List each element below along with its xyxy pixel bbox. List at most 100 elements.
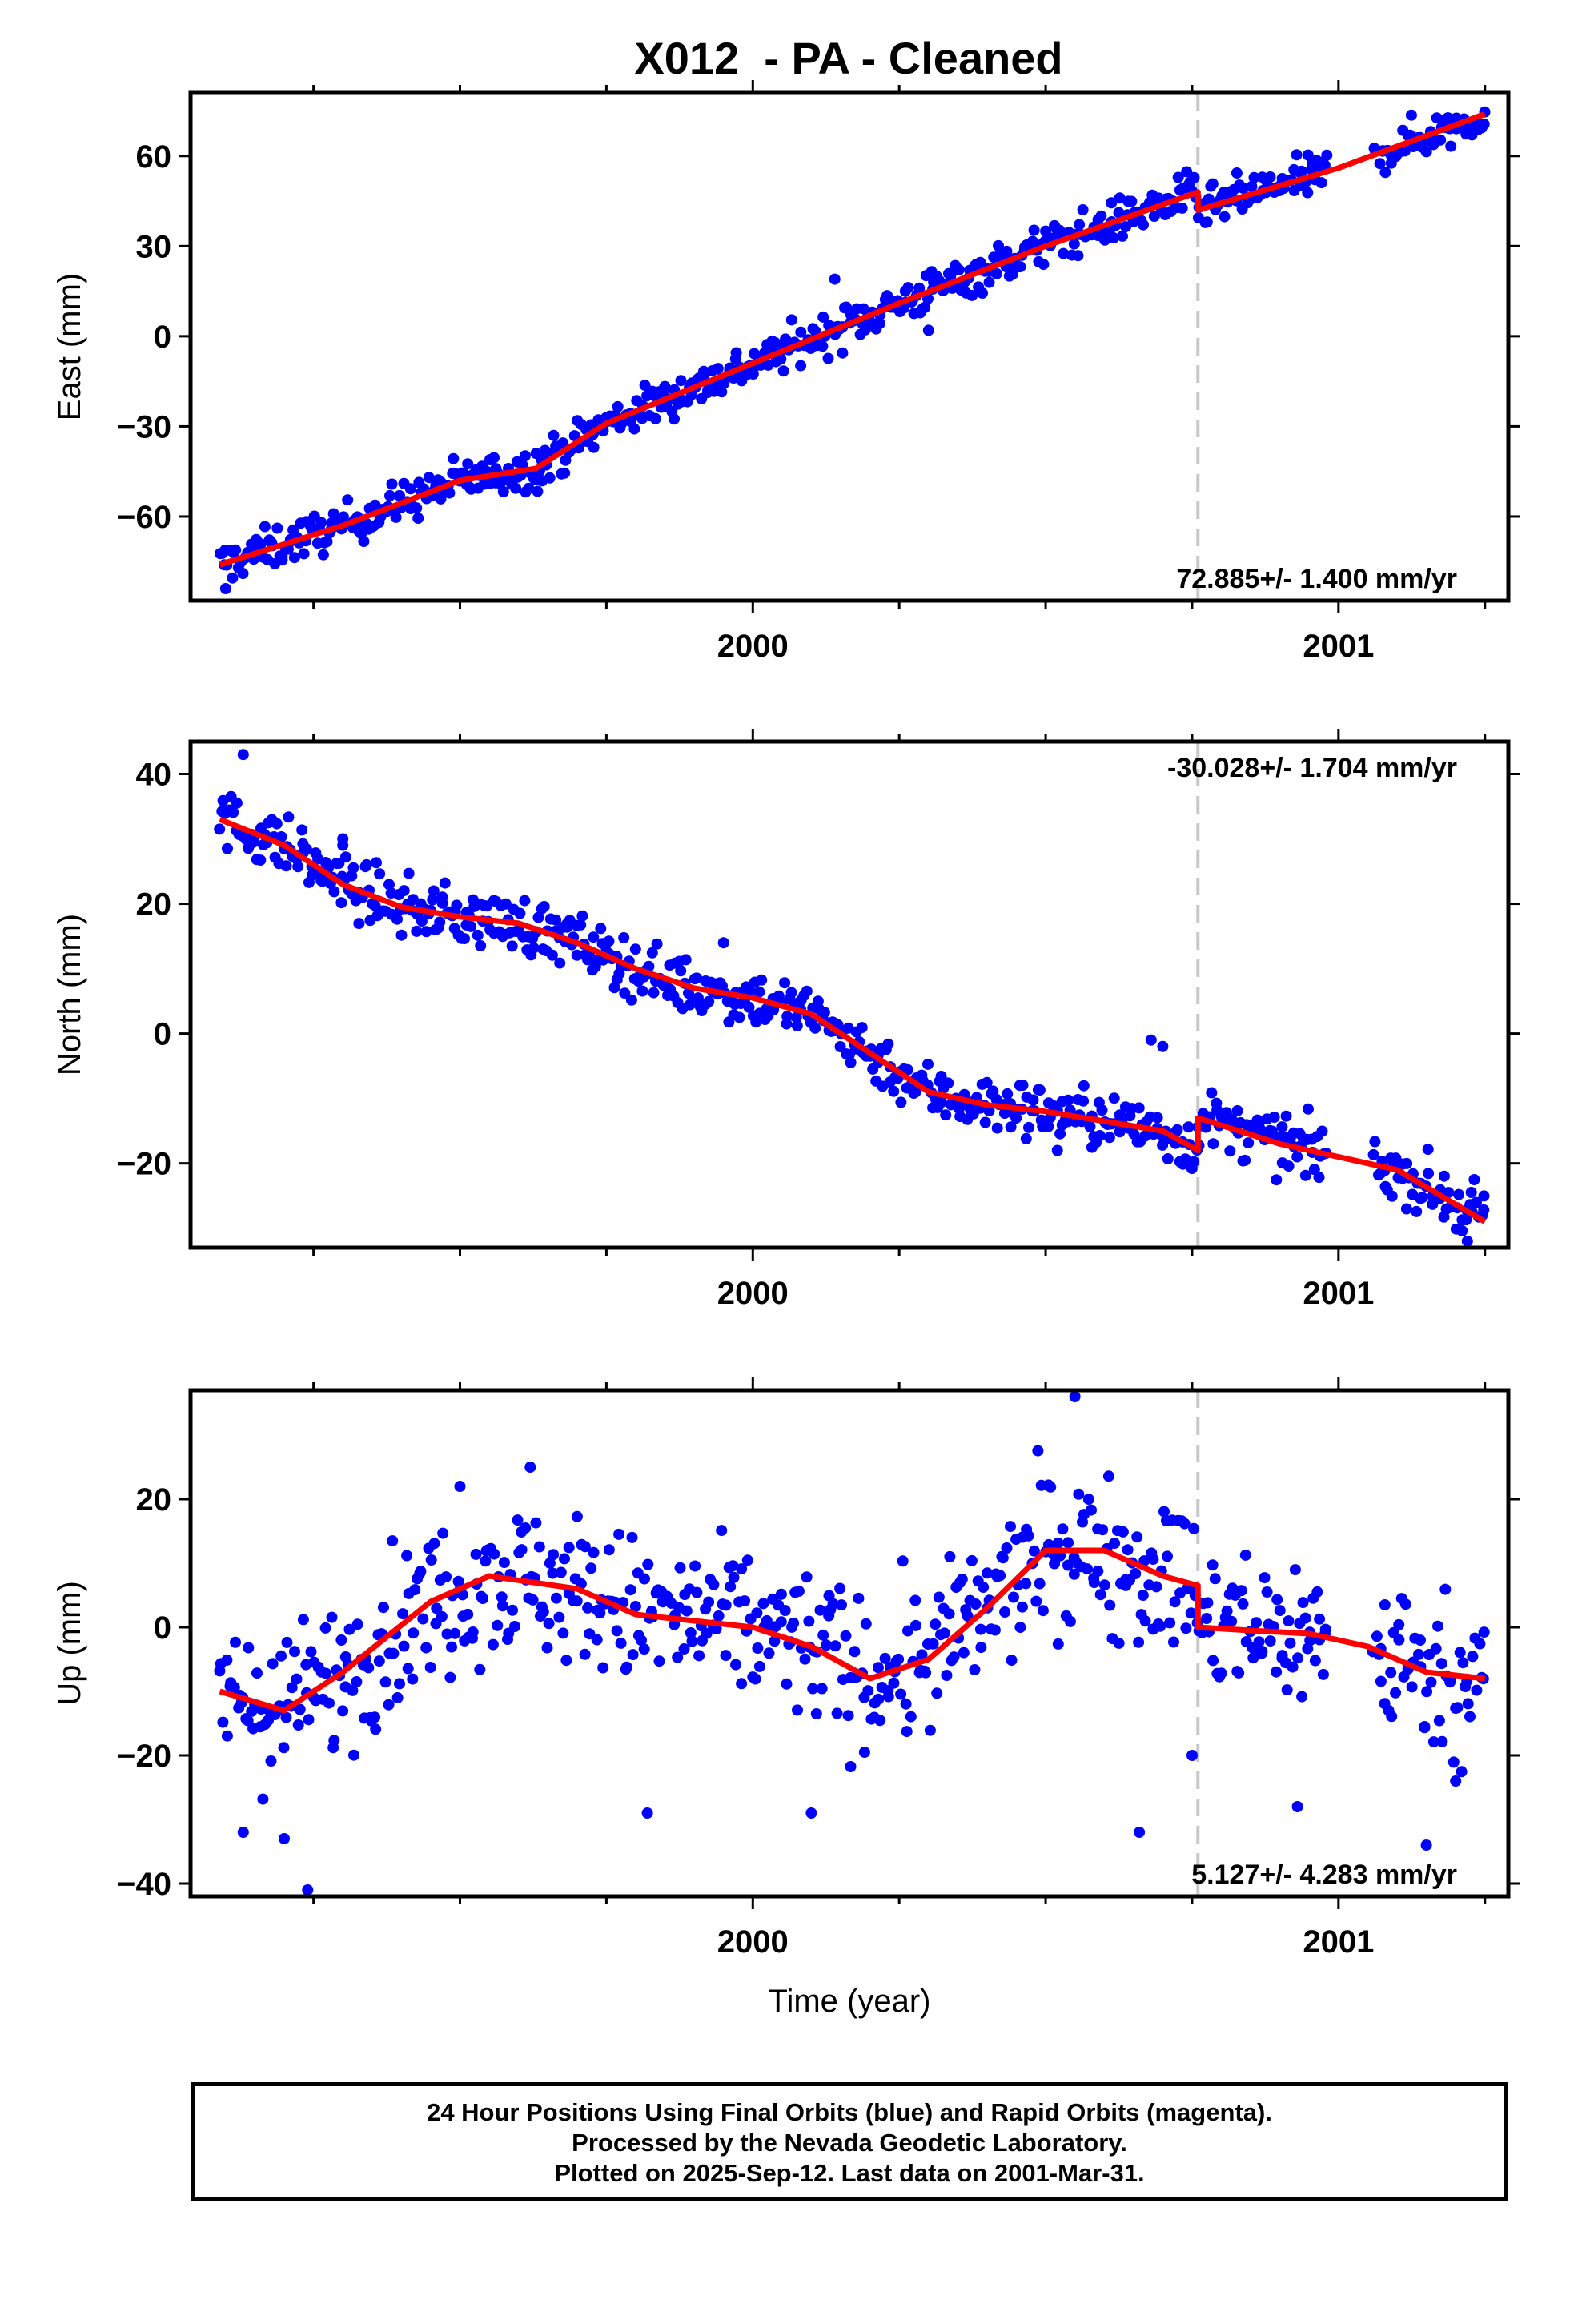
data-point — [692, 992, 704, 1004]
data-point — [1162, 1550, 1173, 1562]
data-point — [603, 935, 615, 947]
data-point — [966, 1554, 978, 1566]
data-point — [412, 513, 424, 524]
x-tick-label: 2000 — [717, 1924, 789, 1960]
data-point — [970, 1598, 982, 1610]
data-point — [548, 429, 560, 441]
data-point — [374, 868, 386, 880]
data-point — [1432, 1620, 1443, 1632]
data-point — [888, 1677, 900, 1689]
data-point — [337, 839, 349, 851]
data-point — [1034, 1084, 1046, 1096]
data-point — [1321, 149, 1333, 161]
data-point — [351, 1618, 363, 1630]
data-point — [1421, 1686, 1433, 1698]
data-point — [1221, 1605, 1233, 1617]
data-point — [1457, 1657, 1469, 1669]
data-point — [1425, 1676, 1437, 1688]
data-point — [1259, 1572, 1271, 1584]
data-point — [557, 1627, 569, 1639]
data-point — [360, 858, 372, 870]
data-point — [803, 1615, 815, 1627]
data-point — [1131, 1531, 1143, 1543]
data-point — [788, 1617, 800, 1629]
data-point — [384, 489, 396, 501]
data-point — [488, 1548, 500, 1560]
data-point — [720, 1650, 732, 1662]
data-point — [611, 1625, 623, 1637]
data-point — [431, 1602, 443, 1614]
data-point — [1138, 219, 1149, 231]
data-point — [1474, 1638, 1486, 1650]
data-point — [237, 1827, 249, 1838]
data-point — [1319, 159, 1331, 171]
data-point — [474, 1663, 486, 1675]
data-point — [857, 303, 869, 315]
data-point — [1393, 1618, 1405, 1630]
data-point — [1462, 1698, 1474, 1710]
data-point — [1104, 1599, 1116, 1611]
data-point — [553, 1611, 565, 1623]
data-point — [717, 937, 729, 949]
data-point — [462, 1608, 474, 1620]
model-line — [219, 1547, 1486, 1714]
data-point — [286, 1682, 298, 1694]
data-point — [1126, 195, 1138, 207]
data-point — [397, 1608, 409, 1620]
data-points — [214, 749, 1490, 1247]
data-point — [416, 915, 428, 927]
data-point — [900, 1698, 912, 1710]
data-point — [1203, 193, 1215, 205]
data-point — [1014, 1622, 1026, 1634]
data-point — [527, 1594, 539, 1606]
data-point — [394, 1678, 405, 1690]
data-point — [716, 386, 728, 398]
data-point — [383, 879, 395, 891]
data-point — [860, 1618, 872, 1630]
data-point — [975, 1642, 987, 1654]
data-point — [1094, 1130, 1106, 1141]
data-point — [498, 1557, 510, 1569]
data-point — [538, 901, 550, 912]
model-line — [219, 111, 1486, 568]
data-point — [703, 995, 715, 1007]
data-point — [933, 1591, 945, 1603]
data-point — [1385, 1667, 1397, 1679]
data-point — [1374, 158, 1386, 170]
data-point — [1291, 1151, 1303, 1163]
data-point — [691, 972, 703, 984]
data-point — [1420, 146, 1432, 158]
data-point — [1313, 1172, 1325, 1184]
data-point — [588, 441, 600, 453]
data-point — [434, 916, 446, 928]
data-point — [472, 929, 484, 941]
data-point — [292, 1719, 304, 1731]
data-point — [1401, 1157, 1413, 1169]
y-axis-label: East (mm) — [52, 273, 87, 420]
data-point — [1450, 1775, 1462, 1787]
data-point — [582, 1602, 594, 1614]
data-point — [1291, 1801, 1303, 1812]
data-point — [267, 1658, 279, 1670]
data-point — [1109, 1538, 1121, 1550]
data-point — [343, 1623, 355, 1635]
data-point — [487, 1638, 499, 1651]
data-point — [1010, 1112, 1022, 1124]
data-point — [348, 1749, 359, 1761]
data-point — [1215, 1667, 1227, 1679]
data-point — [1233, 1667, 1245, 1679]
data-point — [1182, 1121, 1195, 1133]
data-point — [620, 1661, 632, 1673]
data-point — [1207, 1655, 1219, 1667]
data-point — [383, 1699, 395, 1711]
data-point — [1452, 1702, 1464, 1714]
data-point — [435, 493, 447, 505]
data-point — [576, 910, 588, 922]
data-point — [584, 1628, 596, 1640]
data-point — [279, 1833, 290, 1844]
data-point — [1106, 197, 1118, 209]
data-point — [1456, 1225, 1468, 1236]
data-point — [547, 1567, 559, 1579]
data-point — [678, 1643, 690, 1655]
data-point — [1117, 230, 1128, 242]
